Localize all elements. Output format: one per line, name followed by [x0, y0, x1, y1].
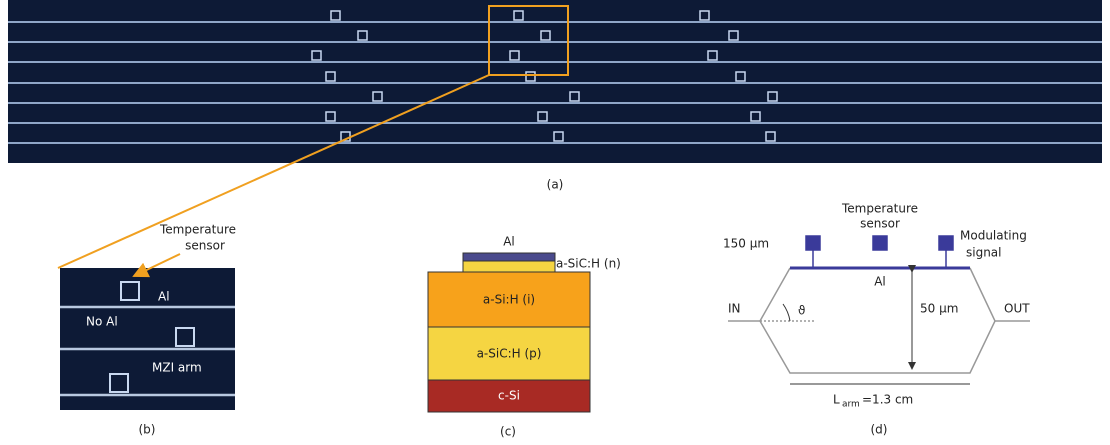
layer-label: c-Si: [498, 389, 520, 403]
micrograph-a: [8, 0, 1102, 163]
panel-label: (a): [547, 178, 564, 192]
annotation: Temperature: [159, 223, 236, 237]
micrograph-b: [60, 268, 235, 410]
annotation: L: [833, 393, 840, 407]
annotation: MZI arm: [152, 361, 202, 375]
annotation: =1.3 cm: [862, 393, 913, 407]
annotation: IN: [728, 302, 741, 316]
annotation: Al: [158, 290, 170, 304]
layer: [463, 253, 555, 261]
layer-label: Al: [503, 235, 515, 249]
annotation: arm: [842, 400, 860, 410]
annotation: sensor: [185, 239, 225, 253]
panel-label: (c): [500, 425, 516, 439]
layer-label: a-SiC:H (n): [556, 257, 621, 271]
annotation: signal: [966, 246, 1002, 260]
annotation: Temperature: [841, 202, 918, 216]
pads: [806, 236, 953, 268]
figure: (a) Temperature sensor Al No Al MZI arm …: [0, 0, 1110, 441]
annotation: Al: [874, 275, 886, 289]
annotation: OUT: [1004, 302, 1030, 316]
panel-label: (d): [871, 423, 888, 437]
angle-arc: [783, 304, 790, 321]
annotation: Modulating: [960, 229, 1027, 243]
annotation: 150 µm: [723, 237, 769, 251]
panel-label: (b): [139, 423, 156, 437]
annotation: 50 µm: [920, 302, 958, 316]
layer: [463, 261, 555, 272]
layer-label: a-SiC:H (p): [477, 347, 542, 361]
annotation: No Al: [86, 315, 118, 329]
annotation: ϑ: [798, 304, 805, 318]
layer-label: a-Si:H (i): [483, 293, 535, 307]
annotation: sensor: [860, 217, 900, 231]
